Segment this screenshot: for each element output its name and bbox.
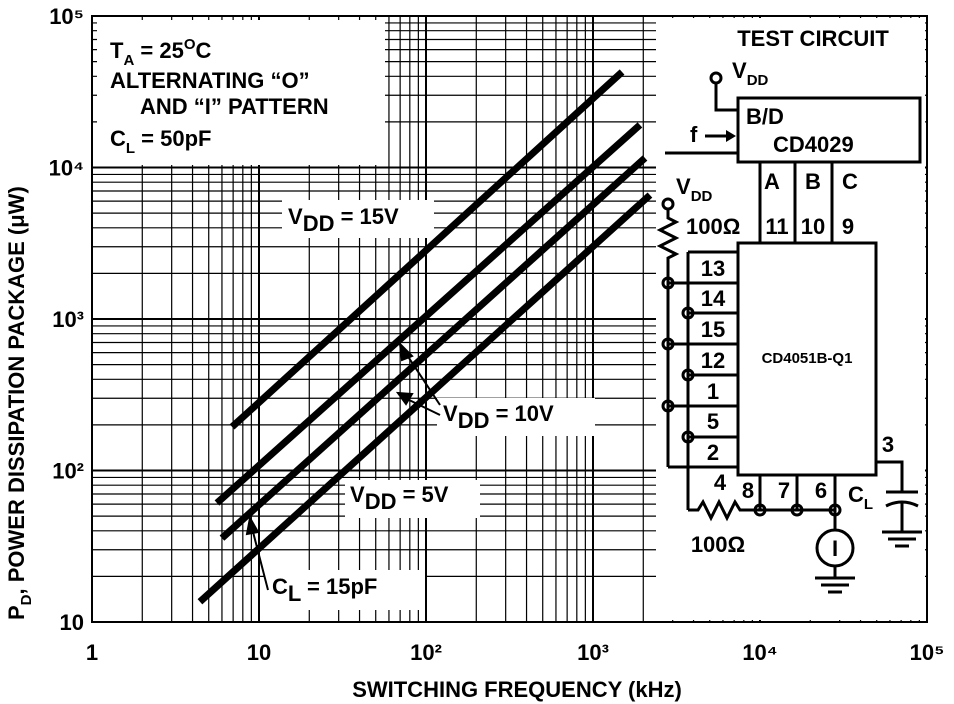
annotation-arrows bbox=[245, 341, 441, 591]
label: 2 bbox=[707, 440, 719, 465]
label: 100Ω bbox=[686, 214, 740, 239]
label: 4 bbox=[714, 470, 727, 495]
y-tick-label: 10³ bbox=[52, 307, 84, 332]
label: CD4029 bbox=[773, 132, 854, 157]
label: 10 bbox=[801, 214, 825, 239]
x-axis-title: SWITCHING FREQUENCY (kHz) bbox=[352, 677, 682, 702]
label-bg bbox=[345, 480, 480, 518]
x-tick-label: 1 bbox=[86, 640, 98, 665]
wire bbox=[876, 460, 904, 492]
label: C bbox=[842, 169, 858, 194]
plot-frame bbox=[91, 15, 928, 623]
overlay bbox=[97, 18, 925, 620]
x-tick-label: 10 bbox=[247, 640, 271, 665]
annotation: VDD = 5V bbox=[350, 482, 449, 514]
label: f bbox=[690, 122, 698, 147]
label: CD4051B-Q1 bbox=[762, 350, 853, 367]
label-bg bbox=[265, 570, 425, 610]
annotation: TA = 25OC bbox=[110, 36, 212, 69]
label: B/D bbox=[746, 104, 784, 129]
label: 6 bbox=[815, 478, 827, 503]
label: 15 bbox=[701, 317, 725, 342]
ic-box bbox=[736, 96, 922, 164]
series-line bbox=[197, 192, 653, 605]
series-line bbox=[229, 69, 625, 430]
ic-box bbox=[736, 241, 878, 477]
label: 5 bbox=[707, 409, 719, 434]
arrowhead bbox=[726, 130, 736, 142]
annotation: AND “I” PATTERN bbox=[140, 94, 329, 119]
label: A bbox=[764, 169, 780, 194]
resistor bbox=[656, 209, 680, 467]
x-tick-label: 10⁵ bbox=[910, 640, 945, 665]
label: 13 bbox=[701, 256, 725, 281]
y-tick-label: 10 bbox=[60, 610, 84, 635]
circuit-title: TEST CIRCUIT bbox=[737, 26, 889, 51]
label: 100Ω bbox=[691, 532, 745, 557]
y-tick-label: 10² bbox=[52, 459, 84, 484]
resistor bbox=[688, 498, 835, 522]
conditions-bg bbox=[97, 20, 385, 165]
label: VDD bbox=[676, 174, 713, 205]
label: I bbox=[832, 536, 838, 561]
label-bg bbox=[437, 398, 595, 436]
label: B bbox=[805, 169, 821, 194]
annotation: ALTERNATING “O” bbox=[110, 68, 310, 93]
series-lines bbox=[197, 69, 653, 605]
label: 1 bbox=[707, 379, 719, 404]
annotation: CL = 50pF bbox=[110, 126, 211, 157]
label: 14 bbox=[701, 286, 726, 311]
label: 9 bbox=[842, 214, 854, 239]
annotation: VDD = 10V bbox=[443, 401, 554, 433]
series-line bbox=[214, 122, 643, 506]
label: CL bbox=[848, 482, 873, 513]
label-bg bbox=[282, 200, 434, 238]
wire bbox=[714, 83, 738, 112]
label: 11 bbox=[765, 214, 788, 239]
annotation: CL = 15pF bbox=[272, 574, 377, 606]
x-tick-label: 10³ bbox=[577, 640, 609, 665]
test-circuit: TEST CIRCUIT VDD B/D CD4029 f A B C 11 1… bbox=[656, 26, 922, 594]
y-tick-label: 10⁵ bbox=[49, 4, 84, 29]
series-line bbox=[219, 155, 648, 541]
circuit-bg bbox=[656, 18, 925, 620]
label: 3 bbox=[882, 432, 894, 457]
y-axis-title: PD, POWER DISSIPATION PACKAGE (μW) bbox=[4, 186, 35, 620]
x-tick-label: 10² bbox=[410, 640, 442, 665]
label: 8 bbox=[742, 478, 754, 503]
label: VDD bbox=[732, 58, 769, 89]
label: 7 bbox=[778, 478, 790, 503]
y-tick-label: 10⁴ bbox=[49, 156, 84, 181]
label: 12 bbox=[701, 348, 725, 373]
annotation: VDD = 15V bbox=[288, 204, 399, 236]
x-tick-label: 10⁴ bbox=[742, 640, 777, 665]
